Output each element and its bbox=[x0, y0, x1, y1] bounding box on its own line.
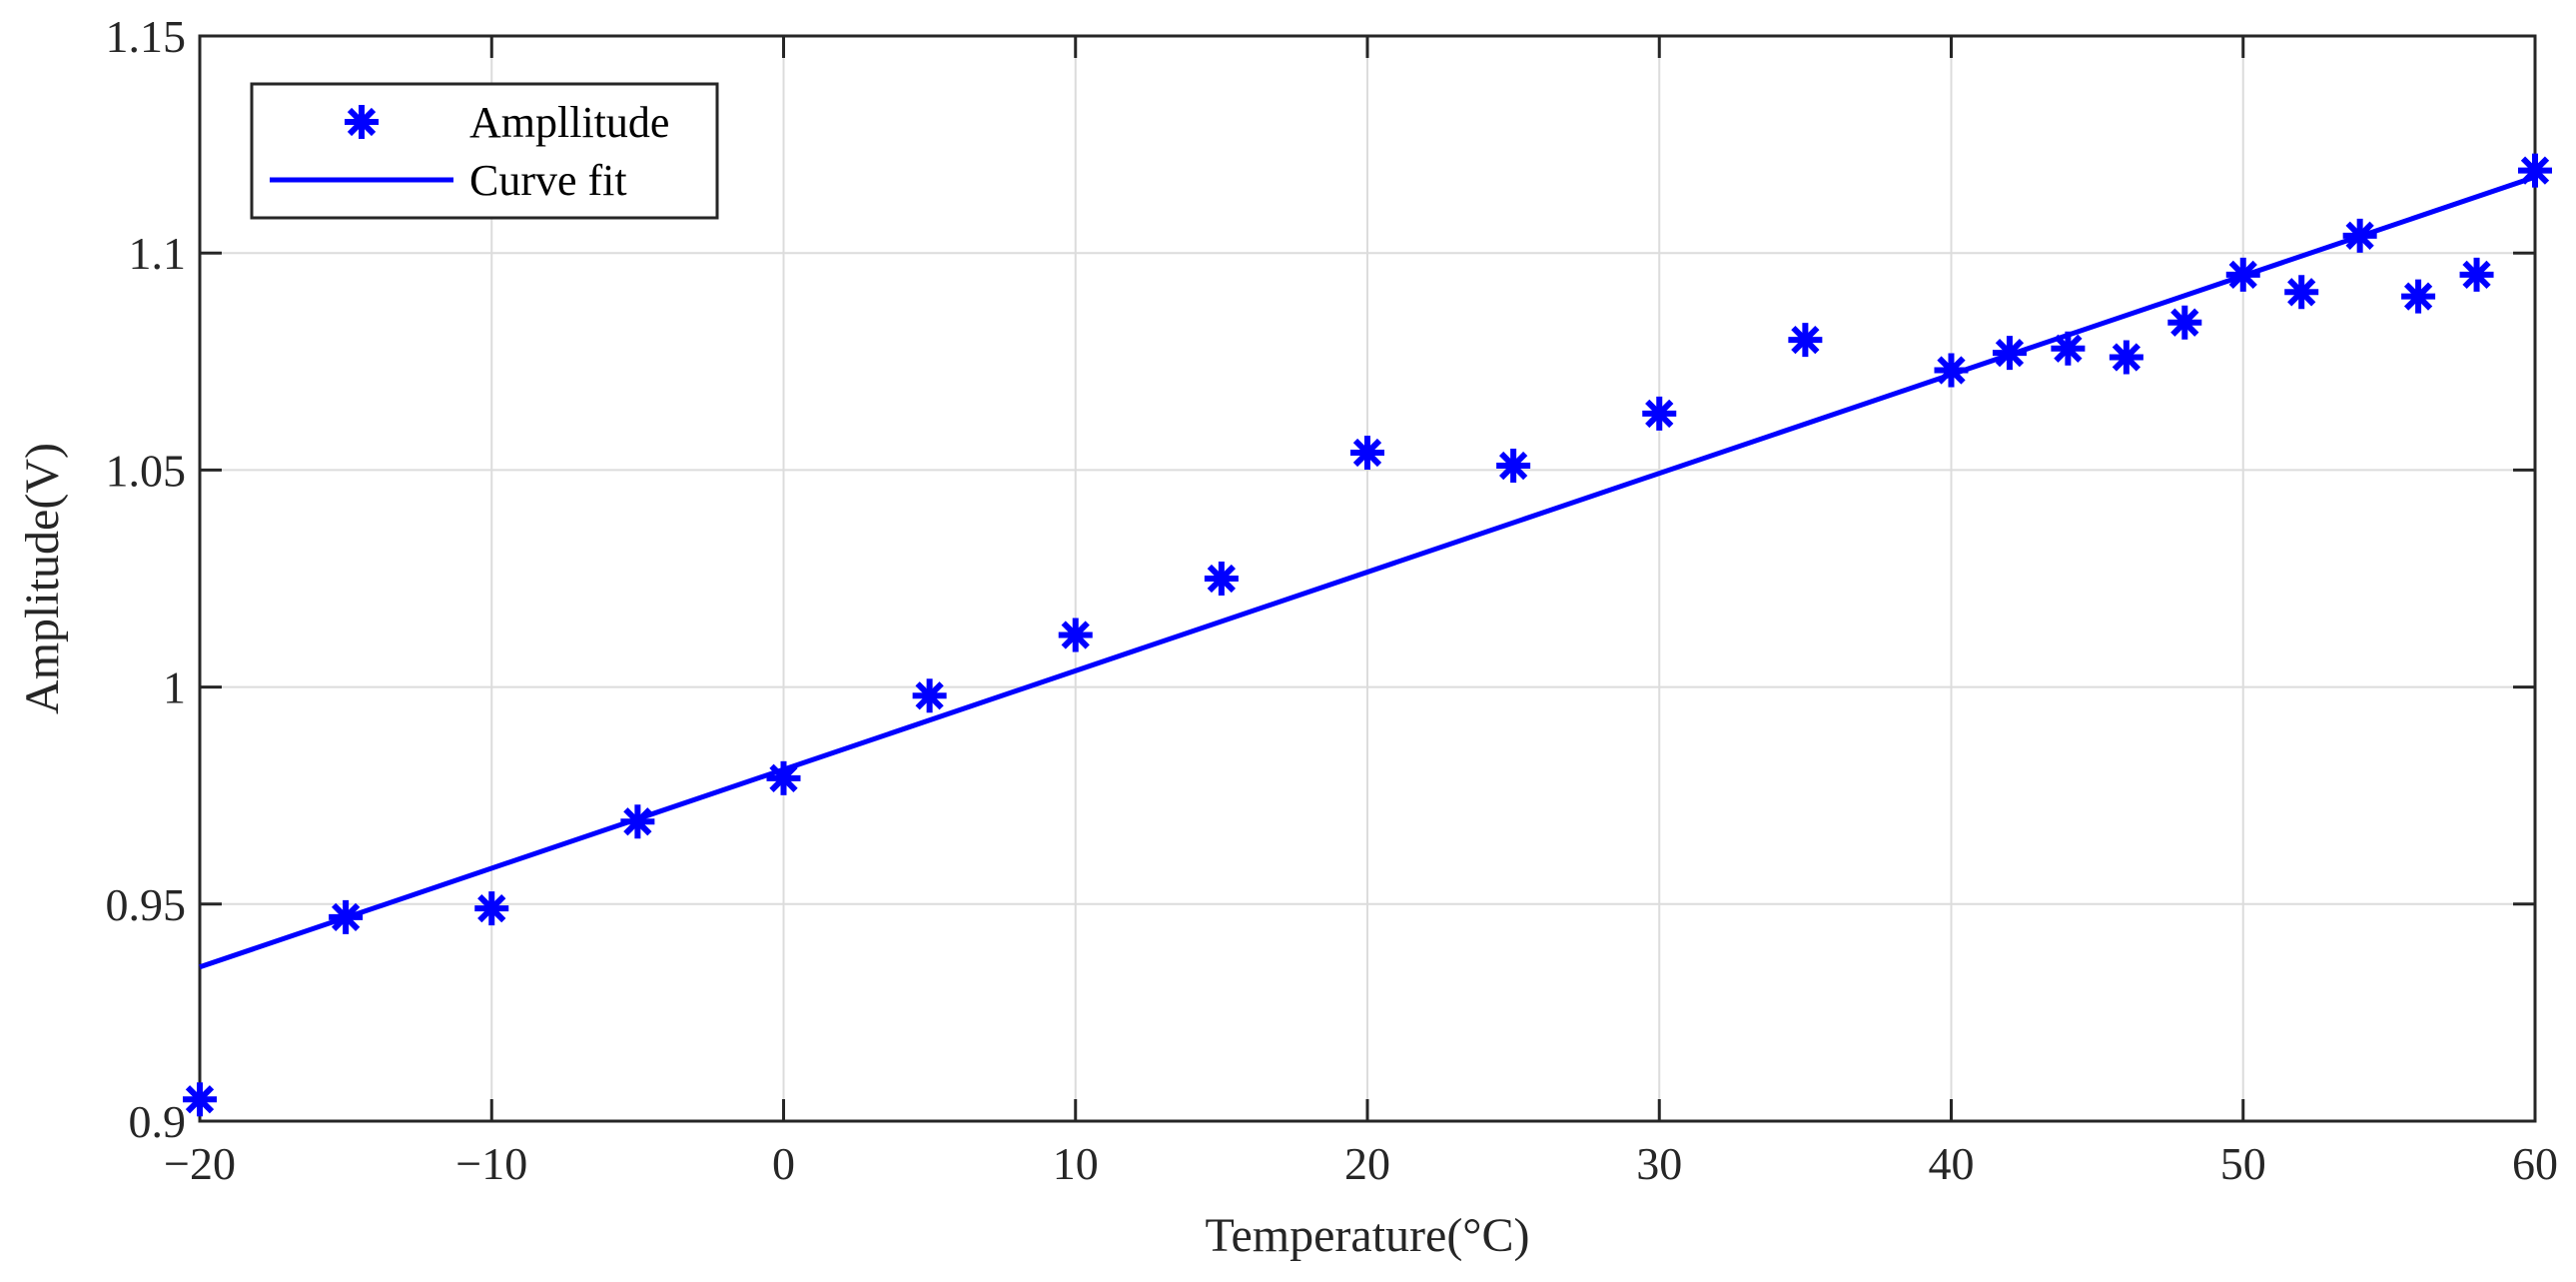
x-tick-label: 10 bbox=[1053, 1138, 1099, 1189]
marker-stroke bbox=[1791, 325, 1820, 355]
amplitude-point bbox=[329, 899, 364, 934]
amplitude-point bbox=[2051, 331, 2086, 366]
marker-stroke bbox=[1498, 451, 1528, 481]
amplitude-point bbox=[2342, 218, 2377, 253]
amplitude-point bbox=[2284, 275, 2319, 310]
series-layer bbox=[183, 153, 2552, 1117]
x-tick-labels: −20 −10 0 10 20 30 40 50 60 bbox=[164, 1138, 2558, 1189]
marker-stroke bbox=[2520, 156, 2550, 185]
axis-ticks bbox=[198, 34, 2537, 1123]
y-tick-labels: 0.9 0.95 1 1.05 1.1 1.15 bbox=[106, 11, 187, 1147]
amplitude-point bbox=[766, 760, 801, 795]
marker-stroke bbox=[1937, 356, 1966, 385]
marker-stroke bbox=[2112, 343, 2141, 372]
legend-label-amplitude: Ampllitude bbox=[469, 98, 669, 147]
x-tick-label: 50 bbox=[2220, 1138, 2266, 1189]
marker-stroke bbox=[1061, 621, 1090, 649]
legend-box bbox=[250, 82, 719, 220]
marker-stroke bbox=[331, 902, 361, 931]
amplitude-point bbox=[2167, 305, 2202, 340]
x-tick-label: 20 bbox=[1344, 1138, 1390, 1189]
y-tick-label: 1 bbox=[163, 662, 186, 713]
amplitude-point bbox=[2109, 340, 2144, 375]
amplitude-point bbox=[1642, 396, 1677, 431]
marker-stroke bbox=[2287, 278, 2316, 307]
y-tick-label: 0.95 bbox=[106, 879, 187, 930]
amplitude-point bbox=[1350, 436, 1384, 471]
marker-stroke bbox=[2403, 282, 2433, 311]
marker-stroke bbox=[2054, 334, 2083, 363]
amplitude-point bbox=[2225, 257, 2260, 292]
amplitude-point bbox=[912, 678, 947, 713]
amplitude-point bbox=[1204, 562, 1239, 596]
legend-asterisk bbox=[345, 105, 379, 139]
amplitude-point bbox=[620, 804, 655, 839]
amplitude-point bbox=[474, 891, 509, 926]
marker-stroke bbox=[769, 763, 798, 792]
amplitude-point bbox=[183, 1082, 217, 1117]
x-tick-label: 60 bbox=[2512, 1138, 2558, 1189]
x-tick-label: 30 bbox=[1636, 1138, 1682, 1189]
marker-stroke bbox=[347, 107, 377, 137]
marker-stroke bbox=[2462, 260, 2491, 290]
marker-stroke bbox=[2345, 221, 2374, 250]
marker-stroke bbox=[1207, 564, 1237, 594]
legend-label-curve-fit: Curve fit bbox=[469, 156, 627, 205]
marker-stroke bbox=[2170, 308, 2199, 337]
amplitude-point bbox=[1496, 449, 1531, 484]
y-tick-label: 0.9 bbox=[129, 1096, 187, 1147]
x-tick-label: −20 bbox=[164, 1138, 236, 1189]
x-tick-label: 40 bbox=[1929, 1138, 1975, 1189]
y-tick-label: 1.05 bbox=[106, 445, 187, 496]
amplitude-point bbox=[2518, 153, 2552, 188]
amplitude-point bbox=[1934, 353, 1969, 388]
marker-stroke bbox=[1645, 399, 1674, 429]
marker-stroke bbox=[915, 681, 944, 710]
legend: Ampllitude Curve fit bbox=[250, 82, 719, 220]
amplitude-point bbox=[2459, 257, 2494, 292]
x-tick-label: 0 bbox=[772, 1138, 795, 1189]
marker-stroke bbox=[185, 1085, 215, 1114]
curve-fit-line bbox=[199, 174, 2536, 970]
y-axis-label: Amplitude(V) bbox=[16, 443, 69, 714]
amplitude-point bbox=[1788, 323, 1823, 358]
y-tick-label: 1.15 bbox=[106, 11, 187, 62]
legend-marker-amplitude bbox=[345, 105, 379, 139]
x-axis-label: Temperature(°C) bbox=[1205, 1209, 1529, 1262]
amplitude-point bbox=[1058, 618, 1093, 652]
marker-stroke bbox=[2228, 260, 2257, 290]
marker-stroke bbox=[477, 894, 506, 923]
marker-stroke bbox=[1352, 438, 1382, 468]
x-tick-label: −10 bbox=[455, 1138, 527, 1189]
y-tick-label: 1.1 bbox=[129, 228, 187, 279]
marker-stroke bbox=[623, 807, 652, 836]
amplitude-point bbox=[1992, 336, 2027, 371]
marker-stroke bbox=[1995, 338, 2025, 368]
amplitude-point bbox=[2401, 279, 2436, 314]
